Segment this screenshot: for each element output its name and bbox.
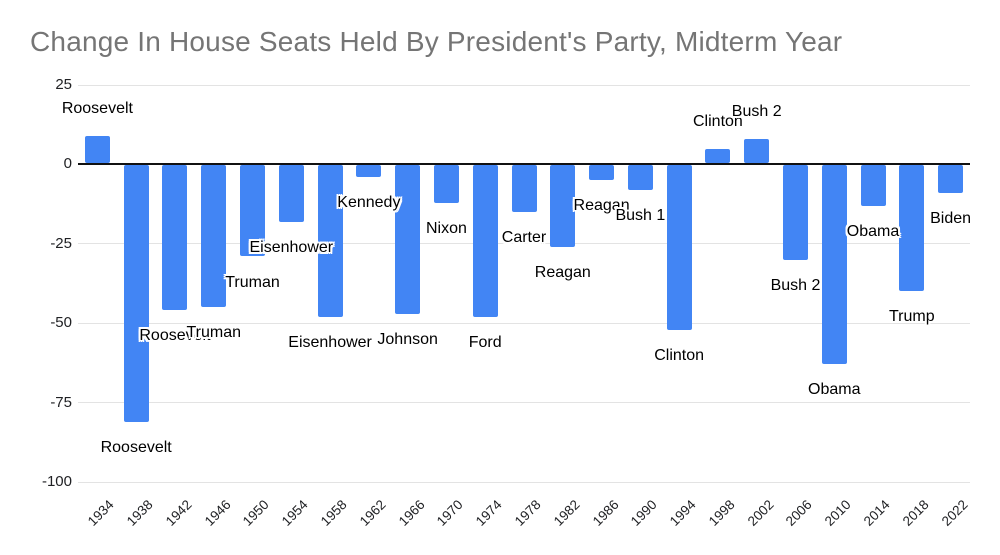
x-tick-label-2002: 2002	[744, 497, 777, 529]
bar-1990	[627, 165, 653, 190]
annotation-2006-bush-2: Bush 2	[770, 276, 821, 294]
y-tick-label-25: 25	[55, 76, 72, 93]
y-tick-label--25: -25	[50, 234, 72, 252]
bar-2014	[860, 165, 886, 206]
x-tick-label-1998: 1998	[705, 497, 738, 529]
bar-1994	[666, 165, 692, 330]
zero-axis-line	[78, 163, 970, 166]
x-tick-label-1938: 1938	[123, 497, 156, 529]
x-tick-label-1934: 1934	[85, 497, 118, 529]
x-tick-label-1994: 1994	[666, 497, 699, 529]
bar-2002	[744, 138, 770, 164]
y-gridline--25	[78, 243, 970, 245]
y-gridline--75	[78, 402, 970, 404]
x-tick-label-2018: 2018	[899, 497, 932, 529]
annotation-1990-bush-1: Bush 1	[615, 206, 666, 224]
annotation-1994-clinton: Clinton	[654, 346, 705, 364]
annotation-1938-roosevelt: Roosevelt	[100, 438, 172, 456]
y-gridline-25	[78, 84, 970, 86]
bar-1962	[356, 165, 382, 178]
annotation-1978-carter: Carter	[501, 229, 547, 247]
x-tick-label-1942: 1942	[162, 497, 195, 529]
y-gridline--100	[78, 481, 970, 483]
y-tick-label--100: -100	[41, 473, 72, 490]
x-tick-label-1982: 1982	[550, 497, 583, 529]
bar-1982	[550, 165, 576, 247]
x-tick-label-2006: 2006	[783, 497, 816, 529]
bar-2022	[938, 165, 964, 193]
bar-1934	[84, 135, 110, 164]
x-tick-label-1978: 1978	[511, 497, 544, 529]
annotation-1970-nixon: Nixon	[425, 219, 467, 237]
y-tick-label--75: -75	[50, 393, 72, 411]
x-tick-label-1954: 1954	[279, 497, 311, 529]
x-tick-label-1966: 1966	[395, 497, 428, 529]
bar-1950	[240, 165, 266, 257]
bar-1942	[162, 165, 188, 311]
bar-1958	[317, 165, 343, 317]
chart-title: Change In House Seats Held By President'…	[30, 26, 843, 57]
x-tick-label-1958: 1958	[317, 497, 350, 529]
annotation-1986-reagan: Reagan	[573, 197, 630, 215]
x-tick-label-1946: 1946	[201, 497, 234, 529]
annotation-1982-reagan: Reagan	[534, 263, 591, 281]
bar-2018	[899, 165, 925, 292]
x-tick-label-1990: 1990	[628, 497, 660, 529]
x-tick-label-1962: 1962	[356, 497, 389, 529]
annotation-1946-truman: Truman	[186, 324, 241, 342]
bar-1978	[511, 165, 537, 213]
annotation-2018-trump: Trump	[888, 308, 935, 326]
x-tick-label-1970: 1970	[434, 497, 467, 529]
y-gridline--50	[78, 322, 970, 324]
annotation-1966-johnson: Johnson	[377, 330, 438, 348]
x-tick-label-1974: 1974	[472, 497, 505, 529]
annotation-2002-bush-2: Bush 2	[731, 102, 782, 120]
annotation-1954-eisenhower: Eisenhower	[249, 238, 334, 256]
x-tick-label-2014: 2014	[860, 497, 893, 529]
bar-1954	[278, 165, 304, 222]
bar-2006	[782, 165, 808, 260]
bar-1974	[472, 165, 498, 317]
annotation-1942-roosevelt: Roosevelt	[139, 327, 211, 345]
annotation-1950-truman: Truman	[225, 273, 280, 291]
bar-1986	[589, 165, 615, 181]
annotation-1934-roosevelt: Roosevelt	[61, 99, 133, 117]
bar-1938	[123, 165, 149, 422]
x-tick-label-1950: 1950	[240, 497, 273, 529]
annotation-2014-obama: Obama	[846, 222, 900, 240]
y-tick-label--50: -50	[50, 314, 72, 332]
annotation-1962-kennedy: Kennedy	[337, 194, 401, 212]
y-tick-label-0: 0	[63, 155, 72, 173]
x-tick-label-2022: 2022	[938, 497, 971, 529]
bar-2010	[821, 165, 847, 365]
annotation-2010-obama: Obama	[808, 381, 861, 399]
annotation-1998-clinton: Clinton	[693, 112, 743, 130]
bar-1946	[201, 165, 227, 308]
bar-1998	[705, 148, 731, 164]
x-tick-label-1986: 1986	[589, 497, 622, 529]
bar-1966	[395, 165, 421, 314]
annotation-1974-ford: Ford	[468, 333, 502, 351]
bar-1970	[433, 165, 459, 203]
annotation-1958-eisenhower: Eisenhower	[288, 333, 372, 351]
annotation-2022-biden: Biden	[930, 209, 972, 227]
x-tick-label-2010: 2010	[822, 497, 854, 529]
